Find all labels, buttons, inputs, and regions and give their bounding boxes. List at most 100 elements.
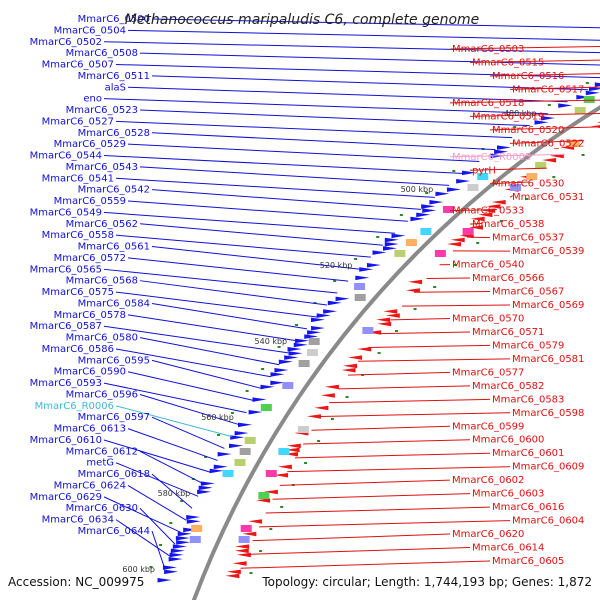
gc-tick	[330, 418, 334, 420]
forward-gene-arrow	[234, 431, 249, 436]
label-connector-line	[151, 18, 600, 29]
cog-block	[354, 283, 366, 290]
gc-tick	[149, 566, 153, 568]
cog-block	[394, 250, 406, 257]
forward-gene-arrow	[366, 263, 381, 268]
cog-block	[535, 162, 547, 169]
cog-block	[510, 184, 522, 191]
gene-label: MmarC6_0600	[472, 435, 544, 446]
forward-gene-arrow	[416, 212, 431, 218]
label-connector-line	[469, 113, 600, 117]
reverse-gene-arrow	[248, 519, 263, 524]
label-connector-line	[103, 41, 600, 54]
gene-label: MmarC6_0590	[54, 367, 126, 378]
gene-label: MmarC6_R0005	[452, 152, 531, 163]
label-connector-line	[127, 428, 218, 461]
forward-gene-arrow	[274, 368, 289, 373]
position-label: 480 kbp	[504, 109, 537, 118]
gene-label: MmarC6_0562	[66, 219, 138, 230]
forward-gene-arrow	[172, 544, 187, 549]
label-connector-line	[103, 382, 247, 414]
forward-gene-arrow	[446, 187, 461, 192]
gene-label: MmarC6_0586	[42, 344, 114, 355]
gene-label: pyrH	[472, 165, 496, 176]
gc-tick	[525, 198, 529, 200]
gene-label: MmarC6_0597	[78, 412, 150, 423]
position-label: 600 kbp	[122, 565, 155, 574]
label-connector-line	[103, 496, 181, 533]
gene-label: MmarC6_0584	[78, 298, 150, 309]
gc-tick	[425, 192, 429, 194]
forward-gene-arrow	[335, 296, 350, 302]
label-connector-line	[103, 155, 464, 174]
gene-label: MmarC6_0515	[472, 57, 544, 68]
label-connector-line	[115, 177, 435, 198]
gene-label: MmarC6_0523	[66, 105, 138, 116]
forward-gene-arrow	[307, 330, 322, 335]
label-connector-line	[139, 223, 383, 246]
reverse-gene-arrow	[542, 158, 557, 163]
cog-block	[282, 382, 294, 389]
gc-tick	[245, 390, 249, 392]
label-connector-line	[151, 132, 496, 151]
gene-label: alaS	[105, 82, 126, 93]
gene-label: MmarC6_0599	[452, 421, 524, 432]
cog-block	[462, 228, 474, 235]
gene-label: MmarC6_0570	[452, 313, 524, 324]
reverse-gene-arrow	[357, 347, 372, 352]
reverse-gene-arrow	[256, 498, 271, 503]
forward-gene-arrow	[284, 355, 299, 360]
cog-block	[308, 338, 320, 345]
gene-label: MmarC6_0567	[492, 287, 564, 298]
label-connector-line	[139, 337, 280, 366]
gc-tick	[513, 126, 517, 128]
label-connector-line	[509, 195, 513, 198]
cog-block	[239, 448, 251, 455]
gene-label: MmarC6_0575	[42, 287, 114, 298]
label-connector-line	[127, 257, 349, 282]
gene-label: MmarC6_0644	[78, 526, 150, 537]
cog-block	[354, 294, 366, 301]
label-connector-line	[402, 304, 511, 307]
forward-gene-arrow	[157, 578, 172, 583]
forward-gene-arrow	[287, 347, 302, 352]
gene-label: MmarC6_0519	[472, 111, 544, 122]
label-connector-line	[303, 439, 471, 445]
label-connector-line	[139, 507, 176, 545]
gene-label: MmarC6_0504	[54, 25, 126, 36]
forward-gene-arrow	[422, 208, 437, 213]
forward-gene-arrow	[359, 267, 374, 272]
forward-gene-arrow	[295, 338, 310, 344]
gene-label: MmarC6_0540	[452, 260, 524, 271]
forward-gene-arrow	[248, 410, 263, 415]
gc-tick	[499, 220, 503, 222]
gc-tick	[269, 528, 273, 530]
label-connector-line	[509, 140, 585, 144]
forward-gene-arrow	[304, 334, 319, 339]
forward-gene-arrow	[391, 233, 406, 239]
gene-label: MmarC6_0511	[78, 71, 150, 82]
gene-label: MmarC6_0612	[66, 446, 138, 457]
position-label: 540 kbp	[255, 337, 288, 346]
reverse-gene-arrow	[234, 548, 249, 554]
gene-label: MmarC6_0616	[492, 502, 564, 513]
label-connector-line	[311, 425, 451, 431]
label-connector-line	[103, 98, 549, 115]
label-connector-line	[469, 59, 600, 63]
gene-label: MmarC6_0549	[30, 207, 102, 218]
forward-gene-arrow	[198, 485, 213, 491]
forward-gene-arrow	[270, 372, 285, 377]
label-connector-line	[469, 167, 547, 171]
label-connector-line	[246, 547, 471, 555]
reverse-gene-arrow	[341, 368, 356, 373]
forward-gene-arrow	[252, 397, 267, 402]
forward-gene-arrow	[213, 464, 228, 470]
gene-label: MmarC6_0634	[42, 515, 114, 526]
forward-gene-arrow	[168, 557, 183, 562]
gene-label: MmarC6_0566	[472, 273, 544, 284]
label-connector-line	[379, 331, 471, 335]
label-connector-line	[139, 166, 450, 186]
gene-label: MmarC6_0502	[30, 37, 102, 48]
reverse-gene-arrow	[286, 443, 301, 449]
reverse-gene-arrow	[277, 464, 292, 470]
